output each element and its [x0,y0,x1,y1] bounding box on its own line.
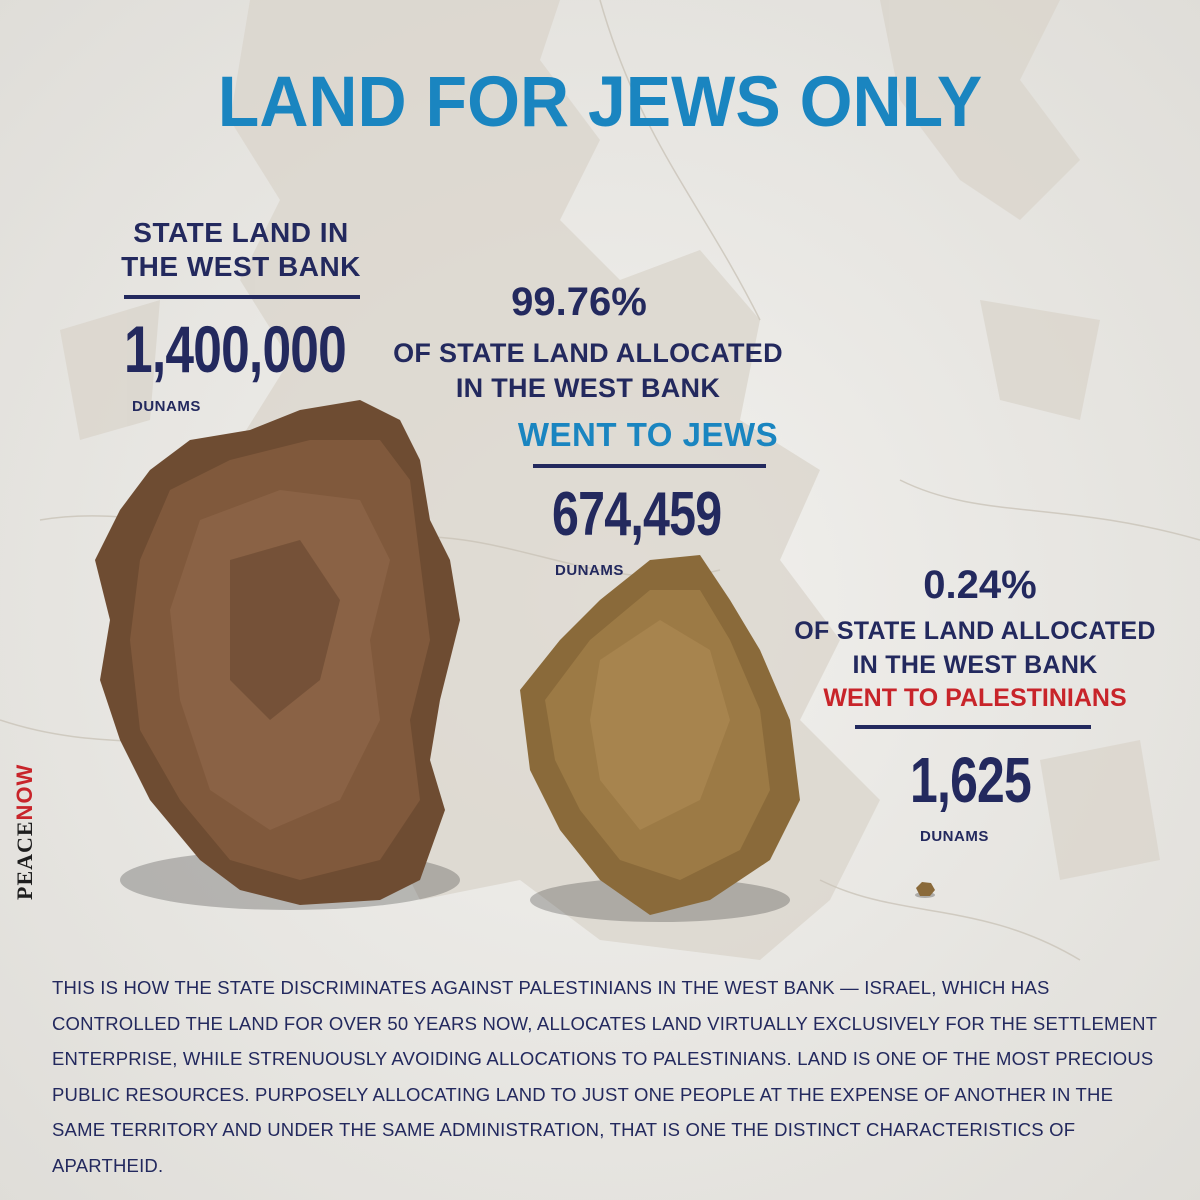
state-land-title-line1: STATE LAND IN [133,217,349,248]
state-land-value: 1,400,000 [124,312,347,386]
soil-crumb-image [915,882,935,898]
peace-now-logo-word2: NOW [12,763,37,821]
palestinians-description: OF STATE LAND ALLOCATED IN THE WEST BANK [790,614,1160,682]
palestinians-desc-line1: OF STATE LAND ALLOCATED [794,617,1156,645]
palestinians-went-label: WENT TO PALESTINIANS [823,684,1127,712]
palestinians-divider [855,725,1091,729]
peace-now-logo-word1: PEACE [12,820,37,900]
peace-now-logo: PEACENOW [12,764,38,900]
palestinians-desc-line2: IN THE WEST BANK [852,651,1098,679]
state-land-divider [124,295,360,299]
palestinians-value: 1,625 [910,744,1032,816]
jews-block: 99.76% [430,282,950,322]
jews-desc-line1: OF STATE LAND ALLOCATED [393,338,783,368]
palestinians-percent: 0.24% [923,563,1037,607]
headline: LAND FOR JEWS ONLY [217,62,983,142]
soil-large-image [95,400,460,910]
soil-medium-image [520,555,800,922]
jews-unit: DUNAMS [555,562,624,579]
state-land-unit: DUNAMS [132,398,201,415]
jews-description: OF STATE LAND ALLOCATED IN THE WEST BANK [318,336,858,406]
state-land-title-line2: THE WEST BANK [121,251,361,282]
state-land-title: STATE LAND IN THE WEST BANK [120,216,362,284]
jews-divider [533,464,766,468]
jews-desc-line2: IN THE WEST BANK [455,373,721,403]
jews-percent: 99.76% [511,280,647,324]
body-paragraph: This is how the state discriminates agai… [52,977,1157,1176]
jews-value: 674,459 [552,480,722,549]
palestinians-unit: DUNAMS [920,828,989,845]
jews-went-label: WENT TO JEWS [517,416,779,453]
